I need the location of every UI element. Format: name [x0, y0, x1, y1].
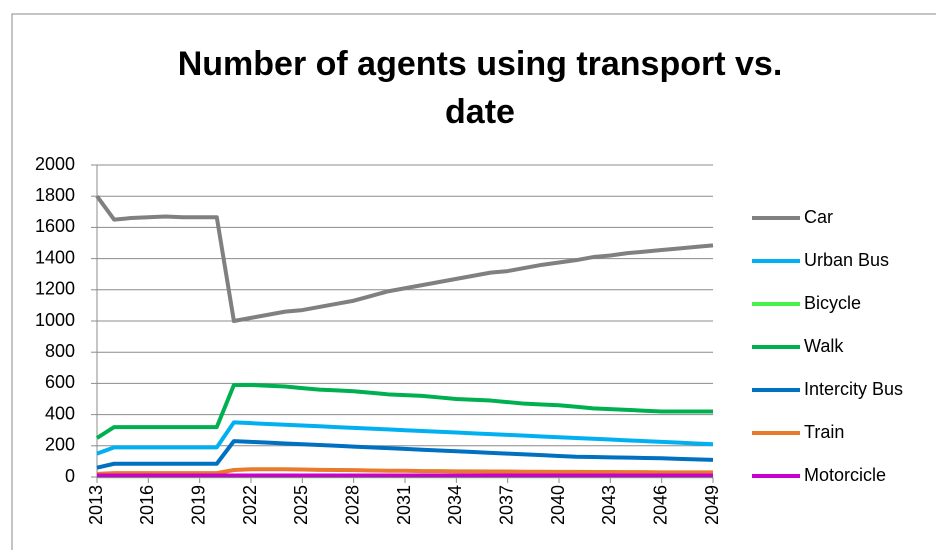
- x-tick-label: 2031: [394, 485, 414, 525]
- x-tick-label: 2016: [137, 485, 157, 525]
- series-line: [96, 439, 714, 470]
- legend-label: Walk: [804, 336, 844, 356]
- chart-border: [11, 13, 936, 550]
- x-tick-label: 2043: [599, 485, 619, 525]
- x-tick-label: 2013: [86, 485, 106, 525]
- chart-title: Number of agents using transport vs. dat…: [177, 45, 783, 131]
- x-tick-label: 2025: [291, 485, 311, 525]
- x-tick-label: 2034: [445, 485, 465, 525]
- y-tick-label: 1400: [35, 247, 75, 267]
- series-line: [95, 382, 713, 440]
- series-line: [95, 195, 714, 323]
- legend-label: Bicycle: [804, 293, 861, 313]
- x-tick-label: 2040: [548, 485, 568, 525]
- legend-label: Train: [804, 422, 844, 442]
- y-tick-label: 1000: [35, 310, 75, 330]
- y-tick-label: 600: [45, 372, 75, 392]
- legend-label: Urban Bus: [804, 250, 889, 270]
- y-tick-label: 1800: [35, 185, 75, 205]
- y-tick-label: 1600: [35, 216, 75, 236]
- series-line: [96, 467, 713, 476]
- x-tick-label: 2046: [650, 485, 670, 525]
- y-tick-label: 2000: [35, 154, 75, 174]
- x-tick-label: 2019: [188, 485, 208, 525]
- x-tick-label: 2049: [702, 485, 722, 525]
- legend-label: Motorcicle: [804, 465, 886, 485]
- series-line: [96, 420, 714, 456]
- y-tick-label: 0: [65, 466, 75, 486]
- y-tick-label: 200: [45, 435, 75, 455]
- legend-label: Car: [804, 207, 833, 227]
- y-tick-label: 1200: [35, 279, 75, 299]
- x-tick-label: 2037: [496, 485, 516, 525]
- x-tick-label: 2022: [240, 485, 260, 525]
- x-tick-label: 2028: [342, 485, 362, 525]
- legend-label: Intercity Bus: [804, 379, 903, 399]
- y-tick-label: 400: [45, 403, 75, 423]
- y-tick-label: 800: [45, 341, 75, 361]
